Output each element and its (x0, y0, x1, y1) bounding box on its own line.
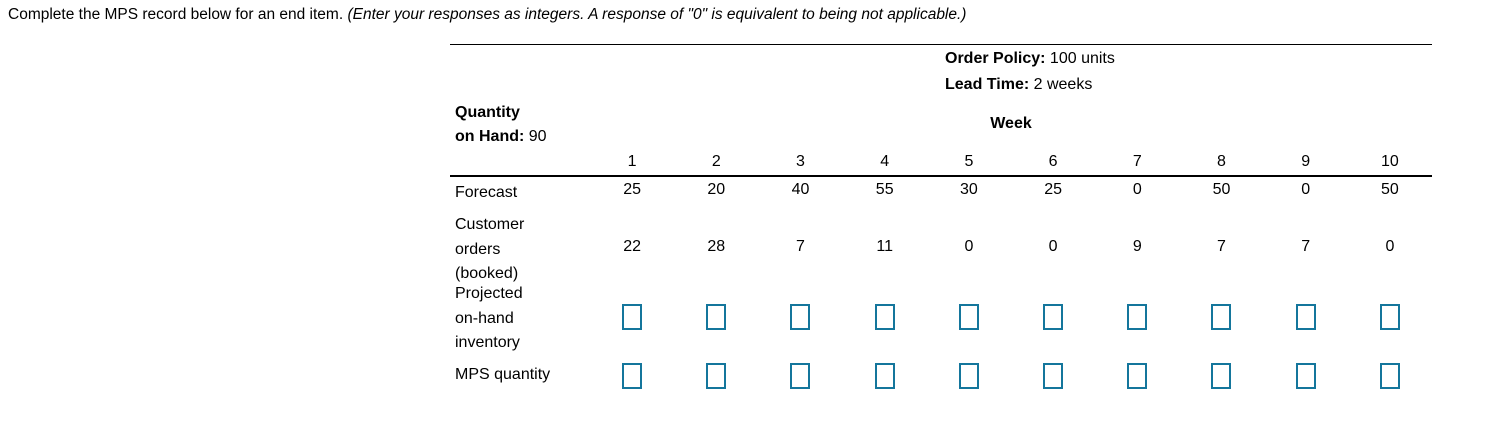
week-number: 9 (1301, 153, 1311, 170)
lead-time-value: 2 weeks (1029, 76, 1093, 93)
forecast-value: 25 (1044, 181, 1062, 198)
customer-orders-value: 0 (1385, 238, 1395, 256)
mps-quantity-row: MPS quantity (450, 354, 1432, 397)
table-header: Order Policy: 100 units Lead Time: 2 wee… (450, 44, 1432, 177)
order-policy-line: Order Policy: 100 units (945, 46, 1115, 72)
quantity-on-hand-value: 90 (528, 128, 547, 145)
projected-inventory-input-week-2[interactable] (706, 304, 727, 331)
mps-record-table: Order Policy: 100 units Lead Time: 2 wee… (450, 44, 1432, 397)
mps-quantity-label: MPS quantity (455, 366, 551, 384)
week-number: 8 (1217, 153, 1226, 170)
mps-quantity-input-week-6[interactable] (1043, 362, 1064, 389)
forecast-label: Forecast (455, 184, 518, 201)
week-header-label: Week (990, 115, 1032, 132)
customer-orders-value: 7 (1217, 238, 1226, 256)
customer-orders-value: 22 (623, 238, 641, 256)
forecast-value: 50 (1212, 181, 1231, 198)
projected-inventory-input-week-1[interactable] (622, 304, 643, 331)
projected-inventory-input-week-4[interactable] (874, 304, 895, 331)
customer-orders-row: Customer orders (booked) 22 28 7 11 0 0 … (450, 208, 1432, 282)
instruction-note: (Enter your responses as integers. A res… (347, 6, 967, 23)
week-number: 7 (1132, 153, 1142, 170)
week-number: 1 (627, 153, 637, 170)
projected-inventory-input-week-6[interactable] (1043, 304, 1064, 331)
projected-inventory-input-week-10[interactable] (1379, 304, 1400, 331)
forecast-value: 40 (791, 181, 810, 198)
lead-time-label: Lead Time: (945, 76, 1030, 93)
policy-block: Order Policy: 100 units Lead Time: 2 wee… (945, 46, 1115, 98)
projected-inventory-label: Projected on-hand inventory (455, 285, 523, 351)
customer-orders-value: 9 (1132, 238, 1142, 256)
quantity-on-hand-label: Quantity on Hand: (455, 104, 525, 145)
week-numbers-row: 1 2 3 4 5 6 7 8 9 10 (590, 153, 1432, 171)
instruction-text: Complete the MPS record below for an end… (8, 4, 966, 26)
forecast-value: 0 (1301, 181, 1311, 198)
forecast-value: 25 (623, 181, 641, 198)
customer-orders-value: 28 (707, 238, 726, 256)
mps-quantity-input-week-10[interactable] (1379, 362, 1400, 389)
projected-inventory-input-week-3[interactable] (790, 304, 811, 331)
lead-time-line: Lead Time: 2 weeks (945, 72, 1115, 98)
week-number: 5 (964, 153, 974, 170)
forecast-value: 30 (959, 181, 978, 198)
forecast-value: 0 (1132, 181, 1142, 198)
quantity-on-hand: Quantity on Hand: 90 (455, 101, 547, 149)
mps-quantity-input-week-2[interactable] (706, 362, 727, 389)
week-number: 6 (1048, 153, 1058, 170)
mps-quantity-input-week-3[interactable] (790, 362, 811, 389)
mps-quantity-input-week-4[interactable] (874, 362, 895, 389)
order-policy-value: 100 units (1045, 50, 1115, 67)
projected-inventory-input-week-5[interactable] (958, 304, 979, 331)
customer-orders-value: 11 (876, 238, 893, 256)
mps-quantity-input-week-5[interactable] (958, 362, 979, 389)
week-number: 3 (796, 153, 805, 170)
order-policy-label: Order Policy: (945, 50, 1046, 67)
forecast-row: Forecast 25 20 40 55 30 25 0 50 0 50 (450, 177, 1432, 208)
projected-inventory-input-week-9[interactable] (1295, 304, 1316, 331)
forecast-value: 50 (1380, 181, 1399, 198)
customer-orders-value: 7 (796, 238, 805, 256)
instruction-main: Complete the MPS record below for an end… (8, 6, 348, 23)
projected-inventory-input-week-7[interactable] (1127, 304, 1148, 331)
forecast-value: 55 (875, 181, 894, 198)
mps-quantity-input-week-1[interactable] (622, 362, 643, 389)
customer-orders-value: 0 (1048, 238, 1058, 256)
mps-quantity-input-week-8[interactable] (1211, 362, 1232, 389)
week-number: 10 (1380, 153, 1399, 170)
customer-orders-label: Customer orders (booked) (455, 216, 525, 282)
week-number: 2 (711, 153, 721, 170)
mps-quantity-input-week-9[interactable] (1295, 362, 1316, 389)
forecast-value: 20 (707, 181, 726, 198)
customer-orders-value: 7 (1301, 238, 1311, 256)
week-number: 4 (880, 153, 890, 170)
customer-orders-value: 0 (964, 238, 974, 256)
mps-quantity-input-week-7[interactable] (1127, 362, 1148, 389)
projected-inventory-input-week-8[interactable] (1211, 304, 1232, 331)
projected-inventory-row: Projected on-hand inventory (450, 279, 1432, 354)
